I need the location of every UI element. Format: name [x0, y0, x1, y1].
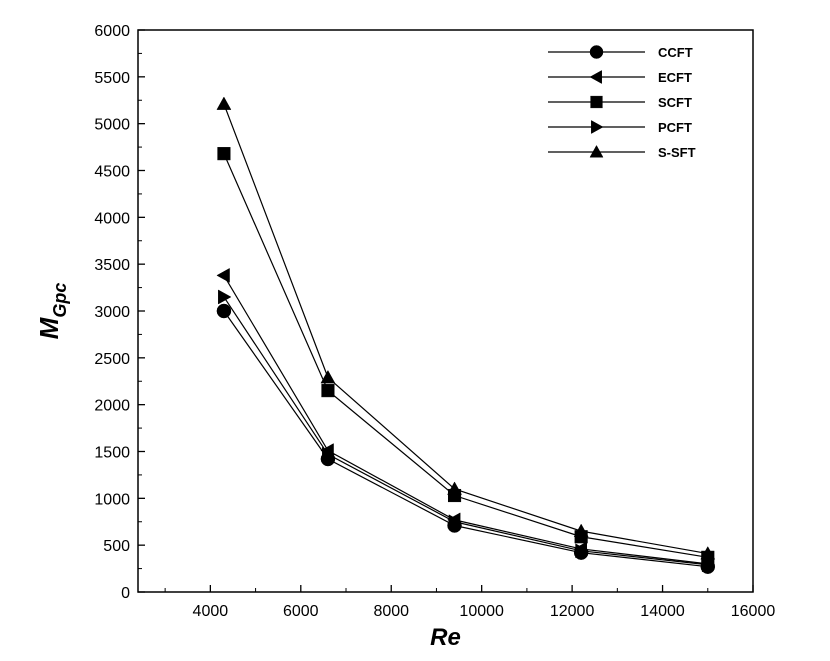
- series-ecft: [216, 267, 714, 572]
- y-tick-label: 3000: [94, 304, 130, 321]
- y-axis-title-subscript: Gpc: [50, 283, 70, 318]
- legend-marker: [589, 70, 602, 84]
- y-axis: 0 500 1000 1500 2000 2500 3000 3500 4000 4500 5000…: [94, 23, 145, 602]
- legend-entry: PCFT: [548, 120, 692, 135]
- x-axis-title: Re: [430, 624, 461, 651]
- legend-marker: [590, 95, 603, 109]
- series-line: [223, 296, 708, 566]
- y-tick-label: 5000: [94, 117, 130, 134]
- legend-entry: S-SFT: [548, 144, 696, 160]
- legend-entry: CCFT: [548, 45, 693, 60]
- data-point: [216, 96, 232, 110]
- data-point: [321, 384, 335, 398]
- data-point: [216, 267, 230, 283]
- legend-label: S-SFT: [658, 145, 696, 160]
- legend-entry: ECFT: [548, 70, 692, 85]
- y-tick-label: 1000: [94, 491, 130, 508]
- legend-label: CCFT: [658, 45, 693, 60]
- legend-marker: [589, 45, 604, 59]
- x-tick-label: 6000: [283, 603, 319, 620]
- x-tick-label: 12000: [550, 603, 595, 620]
- x-tick-label: 14000: [640, 603, 685, 620]
- y-axis-title: MGpc: [34, 283, 70, 340]
- data-point: [701, 557, 716, 573]
- x-tick-label: 4000: [193, 603, 229, 620]
- data-point: [322, 446, 336, 462]
- series-line: [223, 153, 708, 558]
- y-tick-label: 3500: [94, 257, 130, 274]
- series-scft: [217, 147, 715, 564]
- series-ccft: [216, 303, 716, 574]
- y-tick-label: 6000: [94, 23, 130, 40]
- x-axis: 4000 6000 8000 10000 12000 14000 16000: [164, 585, 776, 620]
- legend-label: PCFT: [658, 120, 692, 135]
- x-tick-label: 8000: [373, 603, 409, 620]
- series-s-sft: [216, 96, 716, 560]
- y-tick-label: 2000: [94, 398, 130, 415]
- y-tick-label: 500: [103, 538, 130, 555]
- legend-marker: [591, 120, 604, 134]
- legend-entry: SCFT: [548, 95, 692, 110]
- series-pcft: [218, 289, 716, 573]
- data-point: [700, 546, 716, 560]
- data-point: [573, 523, 589, 537]
- legend-label: ECFT: [658, 70, 692, 85]
- legend-label: SCFT: [658, 95, 692, 110]
- data-point: [218, 289, 232, 305]
- y-tick-label: 5500: [94, 70, 130, 87]
- legend-marker: [589, 144, 604, 158]
- data-point: [447, 481, 462, 495]
- y-tick-label: 4000: [94, 210, 130, 227]
- series-line: [223, 103, 708, 555]
- y-tick-label: 1500: [94, 445, 130, 462]
- data-point: [217, 147, 231, 161]
- data-point: [320, 369, 336, 384]
- x-tick-label: 16000: [731, 603, 776, 620]
- y-tick-label: 4500: [94, 164, 130, 181]
- data-point: [575, 543, 589, 559]
- series-layer: [216, 96, 716, 574]
- x-tick-label: 10000: [459, 603, 504, 620]
- data-point: [216, 303, 232, 319]
- y-tick-label: 0: [121, 585, 130, 602]
- y-tick-label: 2500: [94, 351, 130, 368]
- series-line: [223, 310, 708, 568]
- legend: CCFT ECFT SCFT PCFT S-SFT: [548, 45, 696, 160]
- data-point: [448, 514, 463, 530]
